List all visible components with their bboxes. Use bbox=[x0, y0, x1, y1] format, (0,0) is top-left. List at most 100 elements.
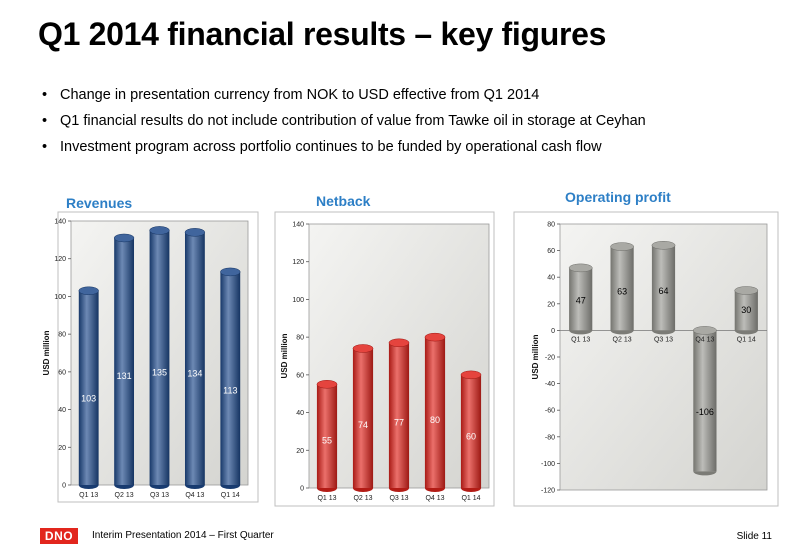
bar-base bbox=[569, 330, 593, 335]
bar-base bbox=[424, 488, 446, 492]
x-tick-label: Q3 13 bbox=[389, 495, 408, 502]
y-tick-label: 40 bbox=[58, 407, 66, 414]
data-label: 80 bbox=[430, 415, 440, 425]
bullet-item: Change in presentation currency from NOK… bbox=[42, 86, 646, 112]
y-tick-label: 0 bbox=[62, 483, 66, 490]
bar-top bbox=[651, 241, 676, 250]
bar bbox=[460, 374, 482, 488]
y-tick-label: 80 bbox=[296, 335, 304, 342]
bar bbox=[734, 290, 758, 331]
bar bbox=[610, 246, 634, 331]
y-tick-label: 120 bbox=[54, 256, 66, 263]
x-tick-label: Q1 14 bbox=[221, 492, 240, 499]
bar-base bbox=[78, 485, 99, 489]
data-label: 55 bbox=[322, 435, 332, 445]
x-tick-label: Q3 13 bbox=[654, 336, 673, 343]
y-tick-label: 140 bbox=[292, 222, 304, 229]
data-label: 77 bbox=[394, 418, 404, 428]
bar-base bbox=[693, 471, 717, 476]
x-tick-label: Q3 13 bbox=[150, 492, 169, 499]
footer-text: Interim Presentation 2014 – First Quarte… bbox=[92, 530, 274, 541]
bar bbox=[388, 342, 410, 488]
bar-top bbox=[424, 332, 446, 342]
y-tick-label: 100 bbox=[292, 297, 304, 304]
bar-base bbox=[114, 485, 135, 489]
bar bbox=[424, 337, 446, 488]
bar bbox=[352, 348, 374, 488]
bar bbox=[78, 290, 99, 485]
bar bbox=[651, 245, 676, 331]
y-tick-label: 140 bbox=[54, 219, 66, 226]
bar-base bbox=[220, 485, 241, 489]
x-tick-label: Q4 13 bbox=[425, 495, 444, 502]
bullet-list: Change in presentation currency from NOK… bbox=[42, 86, 646, 164]
dno-logo: DNO bbox=[40, 528, 78, 544]
data-label: -106 bbox=[696, 407, 714, 417]
bar bbox=[184, 232, 205, 485]
bar-top bbox=[610, 242, 634, 251]
bar-top bbox=[184, 228, 206, 237]
bar-base bbox=[316, 488, 338, 492]
data-label: 103 bbox=[81, 393, 96, 403]
bar-base bbox=[651, 330, 676, 335]
y-tick-label: 80 bbox=[547, 222, 555, 229]
bar bbox=[114, 237, 135, 485]
bar-top bbox=[78, 286, 99, 296]
bar-top bbox=[568, 263, 593, 273]
bar bbox=[569, 267, 593, 331]
y-axis-label: USD million bbox=[531, 334, 540, 379]
data-label: 63 bbox=[617, 286, 627, 296]
x-tick-label: Q1 13 bbox=[571, 336, 590, 343]
bar-base bbox=[734, 330, 758, 335]
bar-base bbox=[184, 485, 205, 489]
y-tick-label: 40 bbox=[547, 275, 555, 282]
y-tick-label: -40 bbox=[545, 381, 555, 388]
y-tick-label: 60 bbox=[547, 248, 555, 255]
bar bbox=[316, 384, 338, 488]
bar-base bbox=[149, 485, 170, 489]
bar-base bbox=[460, 488, 482, 492]
y-tick-label: 80 bbox=[58, 332, 66, 339]
slide-title: Q1 2014 financial results – key figures bbox=[38, 16, 607, 52]
x-tick-label: Q1 14 bbox=[737, 336, 756, 343]
bar-top bbox=[316, 380, 338, 389]
data-label: 113 bbox=[223, 385, 237, 395]
bar-top bbox=[220, 267, 241, 277]
x-tick-label: Q2 13 bbox=[613, 336, 632, 343]
bar bbox=[693, 330, 717, 472]
y-tick-label: 20 bbox=[547, 301, 555, 308]
bar-base bbox=[610, 330, 634, 335]
data-label: 74 bbox=[358, 420, 368, 430]
operating-profit-chart-title: Operating profit bbox=[565, 189, 671, 205]
data-label: 47 bbox=[576, 296, 586, 306]
data-label: 131 bbox=[117, 371, 132, 381]
y-axis-label: USD million bbox=[280, 333, 289, 378]
data-label: 135 bbox=[152, 368, 167, 378]
bar-top bbox=[149, 226, 170, 235]
data-label: 64 bbox=[658, 286, 668, 296]
bar-top bbox=[352, 344, 374, 353]
bar-top bbox=[388, 338, 410, 348]
bar-top bbox=[113, 233, 135, 243]
data-label: 60 bbox=[466, 431, 476, 441]
x-tick-label: Q1 14 bbox=[461, 495, 480, 502]
bullet-item: Q1 financial results do not include cont… bbox=[42, 112, 646, 138]
x-tick-label: Q1 13 bbox=[79, 492, 98, 499]
bar bbox=[149, 230, 170, 485]
bar-top bbox=[734, 286, 759, 295]
y-tick-label: 60 bbox=[58, 369, 66, 376]
data-label: 30 bbox=[741, 305, 751, 315]
x-tick-label: Q2 13 bbox=[353, 495, 372, 502]
bar-top bbox=[693, 326, 717, 335]
y-tick-label: 0 bbox=[300, 486, 304, 493]
y-tick-label: -100 bbox=[541, 461, 555, 468]
data-label: 134 bbox=[187, 368, 202, 378]
bullet-item: Investment program across portfolio cont… bbox=[42, 138, 646, 164]
x-tick-label: Q1 13 bbox=[317, 495, 336, 502]
y-tick-label: 20 bbox=[58, 445, 66, 452]
y-tick-label: 40 bbox=[296, 410, 304, 417]
x-tick-label: Q4 13 bbox=[185, 492, 204, 499]
